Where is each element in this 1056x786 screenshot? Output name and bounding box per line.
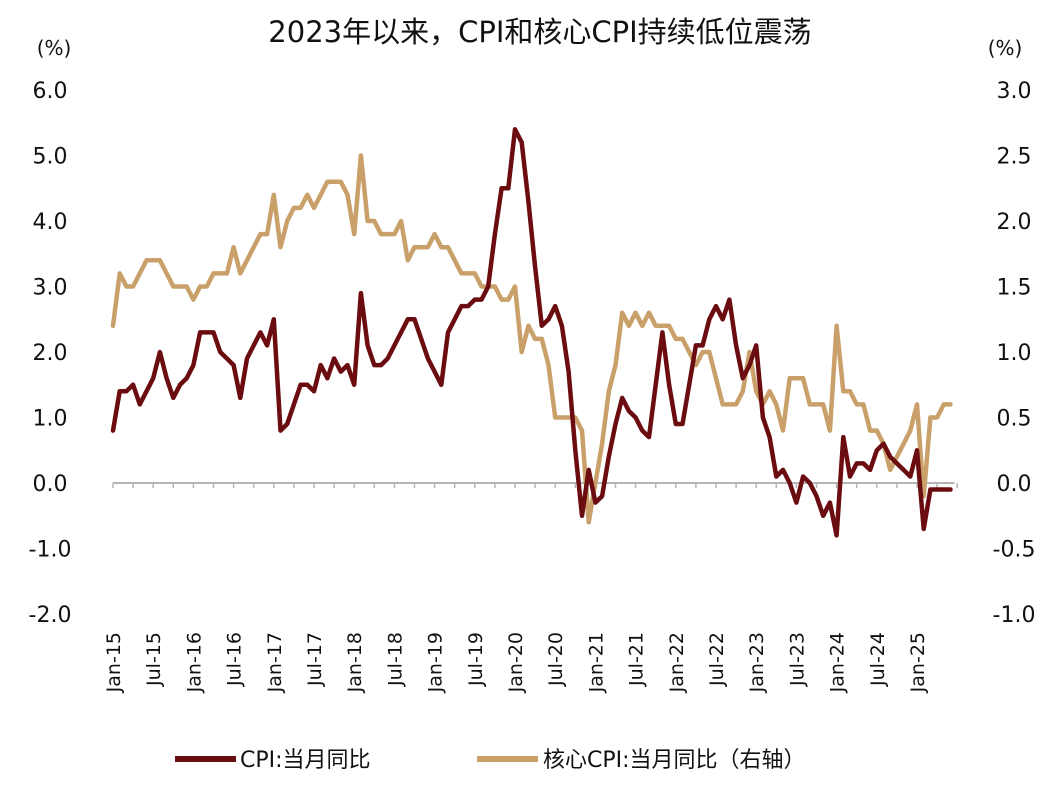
right-tick-label: -0.5 xyxy=(993,538,1036,563)
right-tick-label: -1.0 xyxy=(993,603,1036,628)
x-tick-label: Jan-18 xyxy=(344,632,366,693)
chart-title: 2023年以来，CPI和核心CPI持续低位震荡 xyxy=(268,15,811,49)
x-tick-label: Jul-15 xyxy=(143,632,165,687)
x-tick-label: Jan-20 xyxy=(505,632,527,693)
x-tick-label: Jan-22 xyxy=(666,632,688,693)
x-tick-label: Jul-24 xyxy=(867,632,889,687)
plot-area xyxy=(110,127,953,538)
x-tick-label: Jul-23 xyxy=(786,632,808,687)
right-tick-label: 1.5 xyxy=(997,276,1032,301)
left-tick-label: 0.0 xyxy=(33,472,68,497)
left-axis: 6.0 5.0 4.0 3.0 2.0 1.0 0.0 -1.0 -2.0 xyxy=(29,79,72,628)
x-tick-label: Jan-15 xyxy=(103,632,125,693)
left-tick-label: 3.0 xyxy=(33,276,68,301)
left-axis-unit: (%) xyxy=(37,36,72,60)
x-tick-label: Jan-25 xyxy=(907,632,929,693)
series-line-cpi xyxy=(110,127,953,538)
x-tick-label: Jan-19 xyxy=(425,632,447,693)
x-tick-label: Jan-23 xyxy=(746,632,768,693)
x-tick-label: Jul-17 xyxy=(304,632,326,687)
right-tick-label: 3.0 xyxy=(997,79,1032,104)
left-tick-label: -2.0 xyxy=(29,603,72,628)
legend-label-cpi: CPI:当月同比 xyxy=(240,748,371,773)
right-tick-label: 2.5 xyxy=(997,145,1032,170)
left-tick-label: 2.0 xyxy=(33,341,68,366)
x-tick-label: Jul-22 xyxy=(706,632,728,687)
x-axis: Jan-15 Jul-15 Jan-16 Jul-16 Jan-17 Jul-17 Jan-… xyxy=(103,482,958,693)
left-tick-label: 1.0 xyxy=(33,407,68,432)
legend-label-core-cpi: 核心CPI:当月同比（右轴） xyxy=(543,748,806,773)
x-tick-label: Jul-18 xyxy=(384,632,406,687)
x-tick-label: Jan-21 xyxy=(585,632,607,693)
left-tick-label: 6.0 xyxy=(33,79,68,104)
x-tick-label: Jan-17 xyxy=(264,632,286,693)
x-tick-label: Jul-21 xyxy=(626,632,648,687)
legend: CPI:当月同比 核心CPI:当月同比（右轴） xyxy=(175,748,806,773)
x-tick-label: Jul-20 xyxy=(545,632,567,687)
right-axis: 3.0 2.5 2.0 1.5 1.0 0.5 0.0 -0.5 -1.0 xyxy=(993,79,1036,628)
right-tick-label: 2.0 xyxy=(997,210,1032,235)
series-line-core-cpi xyxy=(110,153,953,525)
right-tick-label: 0.5 xyxy=(997,407,1032,432)
right-axis-unit: (%) xyxy=(988,36,1023,60)
left-tick-label: 5.0 xyxy=(33,145,68,170)
right-tick-label: 1.0 xyxy=(997,341,1032,366)
right-tick-label: 0.0 xyxy=(997,472,1032,497)
left-tick-label: 4.0 xyxy=(33,210,68,235)
left-tick-label: -1.0 xyxy=(29,538,72,563)
x-tick-label: Jan-16 xyxy=(183,632,205,693)
x-tick-label: Jul-16 xyxy=(224,632,246,687)
x-tick-label: Jan-24 xyxy=(827,632,849,693)
x-tick-label: Jul-19 xyxy=(465,632,487,687)
